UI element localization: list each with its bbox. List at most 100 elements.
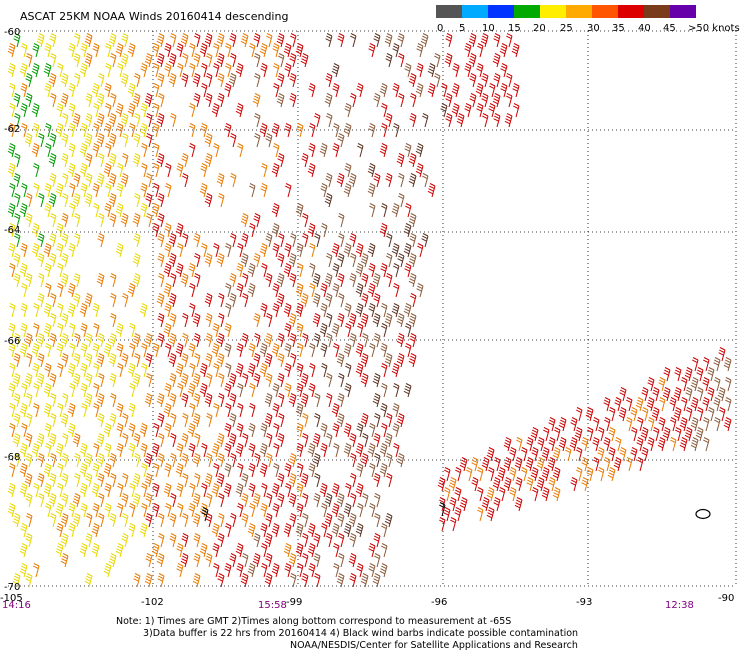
wind-barb: [225, 43, 232, 58]
wind-barb: [56, 523, 64, 538]
wind-barb: [393, 123, 400, 138]
wind-barb: [193, 333, 201, 348]
wind-barb: [674, 367, 682, 382]
wind-barb: [38, 493, 45, 508]
wind-barb: [278, 233, 285, 248]
wind-barb: [348, 173, 357, 188]
wind-barb: [488, 103, 496, 118]
wind-barb: [373, 173, 381, 188]
wind-barb: [38, 193, 45, 208]
wind-barb: [506, 93, 513, 108]
lat-label-70: -70: [4, 582, 20, 593]
wind-barb: [326, 253, 333, 268]
wind-barb: [398, 193, 405, 208]
wind-barb: [273, 443, 280, 458]
wind-barb: [290, 573, 297, 588]
wind-barb: [93, 383, 100, 398]
wind-barb: [314, 573, 321, 588]
wind-barb: [313, 553, 321, 568]
wind-barb: [283, 523, 292, 538]
wind-barb: [249, 503, 256, 518]
wind-barb: [157, 253, 165, 268]
wind-barb: [92, 183, 100, 198]
wind-barb: [357, 323, 364, 338]
wind-barb: [350, 493, 357, 508]
wind-barb: [685, 387, 693, 402]
wind-barb: [116, 123, 124, 138]
wind-barb: [60, 513, 69, 528]
wind-barb: [145, 493, 153, 508]
wind-barb: [398, 53, 405, 68]
wind-barb: [361, 293, 369, 308]
wind-barb: [482, 113, 489, 128]
legend-label-50: >50 knots: [688, 23, 740, 34]
wind-barb: [158, 93, 165, 108]
wind-barb: [85, 333, 93, 348]
wind-barb: [254, 113, 261, 128]
wind-barb: [492, 477, 501, 492]
wind-barb: [597, 447, 605, 462]
wind-barb: [117, 63, 124, 78]
wind-barb: [325, 33, 333, 48]
wind-barb: [434, 73, 441, 88]
wind-barb: [717, 387, 726, 402]
wind-barb: [157, 213, 165, 228]
wind-barb: [266, 453, 273, 468]
wind-barb: [170, 453, 177, 468]
wind-barb: [181, 153, 189, 168]
wind-barb: [289, 333, 297, 348]
wind-barb: [385, 53, 393, 68]
lat-label-60: -60: [4, 27, 20, 38]
wind-barb: [80, 183, 88, 198]
time-label-1: 14:16: [2, 600, 31, 611]
wind-barb: [132, 253, 141, 268]
wind-barb: [37, 473, 45, 488]
legend-color-box: [644, 5, 670, 18]
wind-barb: [9, 303, 16, 318]
wind-barb: [324, 273, 333, 288]
wind-barb: [216, 473, 225, 488]
wind-barb: [259, 243, 268, 258]
wind-barb: [36, 333, 45, 348]
wind-barb: [337, 393, 345, 408]
wind-barb: [56, 243, 64, 258]
wind-barb: [708, 407, 715, 422]
wind-barb: [349, 573, 357, 588]
wind-barb: [69, 323, 76, 338]
wind-barb: [254, 453, 261, 468]
wind-barb: [98, 213, 105, 228]
wind-barb: [646, 397, 655, 412]
wind-barb: [350, 93, 357, 108]
wind-barb: [68, 143, 76, 158]
wind-barb: [396, 353, 405, 368]
wind-barb: [526, 437, 534, 452]
wind-barb: [12, 373, 21, 388]
wind-barb: [61, 213, 69, 228]
wind-barb: [156, 553, 165, 568]
wind-barb: [216, 433, 225, 448]
wind-barb: [295, 543, 304, 558]
wind-barb: [67, 163, 76, 178]
wind-barb: [80, 323, 88, 338]
wind-barb: [110, 273, 117, 288]
wind-barb: [43, 303, 52, 318]
wind-barb: [360, 253, 369, 268]
wind-barb: [96, 433, 105, 448]
wind-barb: [132, 333, 141, 348]
lon-label-90: -90: [718, 593, 734, 604]
wind-barb: [62, 113, 69, 128]
wind-barb: [349, 273, 357, 288]
wind-barb: [718, 347, 726, 362]
wind-barb: [381, 383, 388, 398]
wind-barb: [121, 353, 129, 368]
wind-barb: [272, 43, 280, 58]
wind-barb: [499, 487, 506, 502]
wind-barb: [284, 123, 292, 138]
wind-barb: [187, 383, 196, 398]
wind-barb: [146, 373, 153, 388]
map-title: ASCAT 25KM NOAA Winds 20160414 descendin…: [20, 10, 288, 23]
wind-barb: [224, 563, 232, 578]
pass-times: 14:16 15:58 12:38: [2, 600, 694, 611]
wind-barb: [404, 263, 412, 278]
wind-barb: [74, 333, 81, 348]
